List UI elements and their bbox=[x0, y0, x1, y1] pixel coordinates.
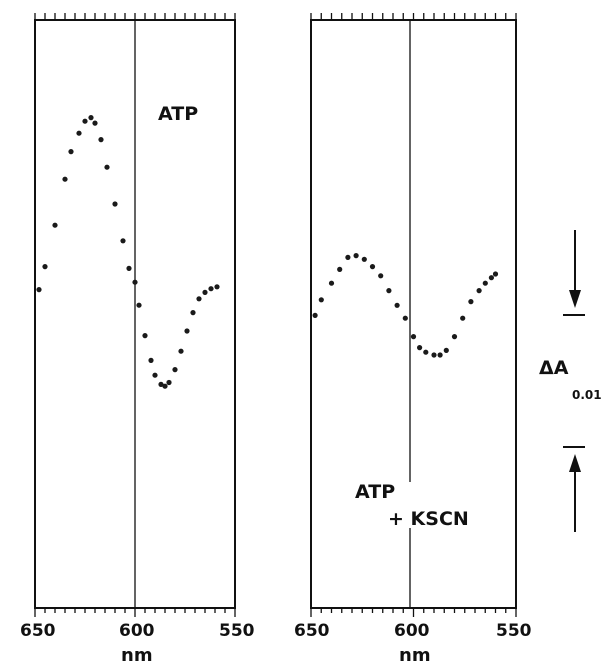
left-panel-bottom-ticks bbox=[34, 608, 236, 617]
data-point bbox=[148, 357, 154, 363]
scale-bar-value: 0.01 bbox=[572, 388, 602, 402]
right-panel-tick-label-600: 600 bbox=[394, 621, 430, 641]
left-panel-tick-label-650: 650 bbox=[20, 621, 56, 641]
data-point bbox=[208, 286, 214, 292]
right-panel-label-line-1: ATP bbox=[355, 481, 395, 503]
data-point bbox=[318, 297, 324, 303]
right-panel-label-line-2: + KSCN bbox=[388, 508, 469, 530]
data-point bbox=[178, 348, 184, 354]
left-panel: 650 600 550 nm ATP bbox=[20, 13, 255, 666]
data-point bbox=[136, 302, 142, 308]
data-point bbox=[402, 315, 408, 321]
data-point bbox=[68, 149, 74, 155]
data-point bbox=[476, 288, 482, 294]
data-point bbox=[82, 118, 88, 124]
data-point bbox=[42, 264, 48, 270]
data-point bbox=[492, 271, 499, 277]
data-point bbox=[460, 315, 466, 321]
right-panel-tick-label-650: 650 bbox=[294, 621, 330, 641]
data-point bbox=[431, 352, 437, 358]
data-point bbox=[152, 372, 158, 378]
data-point bbox=[112, 201, 118, 207]
left-panel-tick-label-600: 600 bbox=[119, 621, 155, 641]
data-point bbox=[62, 176, 68, 182]
right-panel-top-ticks bbox=[310, 13, 517, 20]
scale-bar-upper-arrowhead-icon bbox=[569, 290, 581, 308]
data-point bbox=[104, 164, 110, 170]
data-point bbox=[190, 310, 196, 316]
data-point bbox=[92, 120, 98, 126]
data-point bbox=[184, 328, 190, 334]
data-point bbox=[468, 299, 474, 305]
data-point bbox=[52, 222, 58, 228]
left-panel-top-ticks bbox=[34, 13, 236, 20]
left-panel-x-axis-label: nm bbox=[121, 645, 153, 666]
data-point bbox=[378, 273, 384, 279]
data-point bbox=[158, 381, 164, 387]
scale-bar: ΔA 0.01 bbox=[539, 230, 602, 532]
data-point bbox=[361, 256, 367, 262]
data-point bbox=[386, 288, 392, 294]
data-point bbox=[162, 383, 168, 389]
data-point bbox=[417, 345, 423, 351]
data-point bbox=[142, 333, 148, 339]
left-panel-tick-label-550: 550 bbox=[219, 621, 255, 641]
data-point bbox=[98, 137, 104, 143]
data-point bbox=[337, 266, 343, 272]
data-point bbox=[88, 115, 94, 121]
data-point bbox=[482, 280, 488, 286]
data-point bbox=[312, 312, 318, 318]
right-panel-x-axis-label: nm bbox=[399, 645, 431, 666]
data-point bbox=[120, 238, 126, 244]
data-point bbox=[353, 253, 359, 259]
data-point bbox=[166, 379, 172, 386]
right-panel-points bbox=[312, 253, 499, 358]
data-point bbox=[126, 265, 132, 271]
data-point bbox=[214, 284, 220, 290]
data-point bbox=[172, 367, 178, 373]
data-point bbox=[443, 347, 449, 353]
data-point bbox=[410, 334, 417, 340]
data-point bbox=[423, 349, 429, 355]
data-point bbox=[369, 264, 376, 270]
left-panel-label-line-1: ATP bbox=[158, 103, 198, 125]
data-point bbox=[394, 302, 400, 308]
data-point bbox=[451, 334, 458, 340]
data-point bbox=[345, 254, 351, 260]
data-point bbox=[196, 296, 202, 302]
data-point bbox=[202, 289, 208, 295]
data-point bbox=[328, 280, 335, 286]
data-point bbox=[36, 287, 42, 293]
right-panel-tick-label-550: 550 bbox=[496, 621, 532, 641]
data-point bbox=[76, 130, 82, 136]
data-point bbox=[488, 275, 494, 281]
scale-bar-symbol: ΔA bbox=[539, 357, 569, 379]
data-point bbox=[437, 352, 443, 358]
data-point bbox=[132, 279, 138, 285]
right-panel: 650 600 550 nm ATP + KSCN bbox=[294, 13, 532, 666]
left-panel-points bbox=[36, 115, 220, 389]
right-panel-bottom-ticks bbox=[310, 608, 517, 617]
right-panel-label-backdrop bbox=[355, 482, 468, 528]
